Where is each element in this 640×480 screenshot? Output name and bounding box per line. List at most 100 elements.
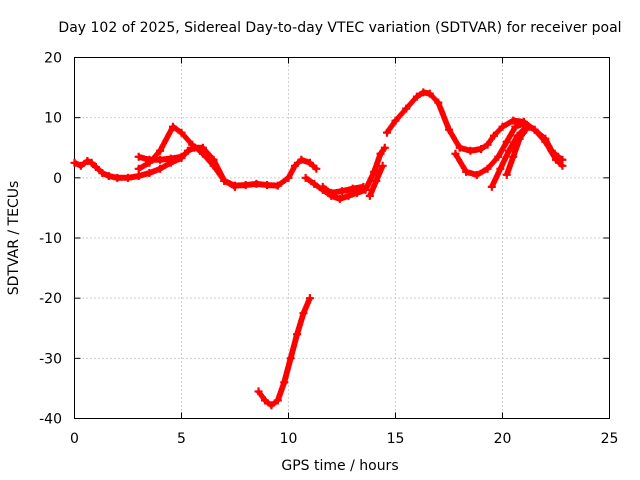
data-point (466, 146, 475, 155)
data-point (98, 169, 107, 178)
data-point (280, 378, 289, 387)
data-point (522, 125, 531, 134)
data-point (87, 158, 96, 167)
data-point (376, 149, 385, 158)
data-point (391, 116, 400, 125)
data-point (252, 179, 261, 188)
data-point (496, 164, 505, 173)
data-point (434, 98, 443, 107)
x-tick-label: 15 (387, 431, 405, 447)
data-point (76, 161, 85, 170)
data-point (83, 156, 92, 165)
data-point (263, 181, 272, 190)
data-point (509, 152, 518, 161)
data-point (177, 128, 186, 137)
data-point (370, 167, 379, 176)
series-markers (383, 89, 566, 163)
data-point (286, 354, 295, 363)
data-point (273, 396, 282, 405)
data-point (425, 89, 434, 98)
x-tick-label: 10 (280, 431, 298, 447)
data-point (260, 396, 269, 405)
data-point (166, 154, 175, 163)
data-point (220, 176, 229, 185)
data-point (168, 122, 177, 131)
data-point (198, 149, 207, 158)
data-point (382, 128, 391, 137)
data-point (318, 182, 327, 191)
data-point (344, 191, 353, 200)
data-point (134, 164, 143, 173)
data-point (498, 122, 507, 131)
data-point (472, 170, 481, 179)
data-point (530, 125, 539, 134)
data-point (419, 88, 428, 97)
gridlines (74, 57, 610, 419)
data-point (327, 188, 336, 197)
y-tick-label: 0 (53, 171, 62, 187)
y-tick-label: 10 (44, 111, 62, 127)
series-arc-8 (382, 88, 567, 164)
y-tick-label: -20 (39, 291, 62, 307)
data-point (209, 161, 218, 170)
data-point (305, 158, 314, 167)
data-point (483, 164, 492, 173)
data-point (558, 161, 567, 170)
series-arc-11 (502, 125, 531, 179)
data-point (541, 137, 550, 146)
data-point (338, 187, 346, 196)
data-point (483, 140, 492, 149)
data-point (509, 116, 518, 125)
data-point (297, 155, 306, 164)
data-point (494, 152, 503, 161)
data-point (402, 104, 411, 113)
data-point (134, 172, 143, 181)
series-arc-9 (451, 119, 567, 179)
data-point (301, 173, 310, 182)
data-point (372, 176, 381, 185)
axis-ticks: 0 5 10 15 20 25 -40 -30 -20 -10 0 10 20 (39, 51, 618, 448)
data-point (284, 173, 293, 182)
series-arc-4 (301, 143, 389, 203)
data-point (412, 92, 421, 101)
chart-title: Day 102 of 2025, Sidereal Day-to-day VTE… (58, 20, 621, 36)
data-point (359, 182, 368, 191)
data-point (312, 164, 321, 173)
data-point (502, 170, 511, 179)
x-tick-label: 25 (601, 431, 619, 447)
series-arc-1 (70, 143, 199, 182)
data-point (378, 161, 387, 170)
data-point (445, 125, 453, 134)
data-point (145, 158, 154, 167)
data-point (477, 144, 486, 153)
data-point (273, 181, 282, 190)
data-series (70, 88, 567, 410)
y-tick-label: 20 (44, 51, 62, 67)
data-point (267, 401, 276, 410)
data-point (515, 134, 524, 143)
data-point (177, 152, 186, 161)
data-point (462, 167, 471, 176)
y-axis-label: SDTVAR / TECUs (6, 181, 22, 296)
data-point (188, 140, 197, 149)
data-point (380, 143, 389, 152)
data-point (145, 169, 154, 178)
data-point (335, 194, 344, 203)
series-arc-7 (254, 294, 314, 410)
data-point (293, 330, 302, 339)
data-point (231, 182, 239, 191)
data-point (241, 181, 250, 190)
data-point (552, 155, 560, 164)
data-point (124, 173, 132, 182)
data-point (113, 173, 122, 182)
x-tick-label: 5 (177, 431, 186, 447)
data-point (487, 182, 496, 191)
data-point (104, 172, 113, 181)
series-arc-3 (134, 122, 239, 191)
data-point (489, 131, 498, 140)
data-point (70, 158, 79, 167)
y-tick-label: -40 (39, 412, 62, 428)
data-point (310, 179, 319, 188)
data-point (451, 149, 460, 158)
data-point (504, 146, 513, 155)
